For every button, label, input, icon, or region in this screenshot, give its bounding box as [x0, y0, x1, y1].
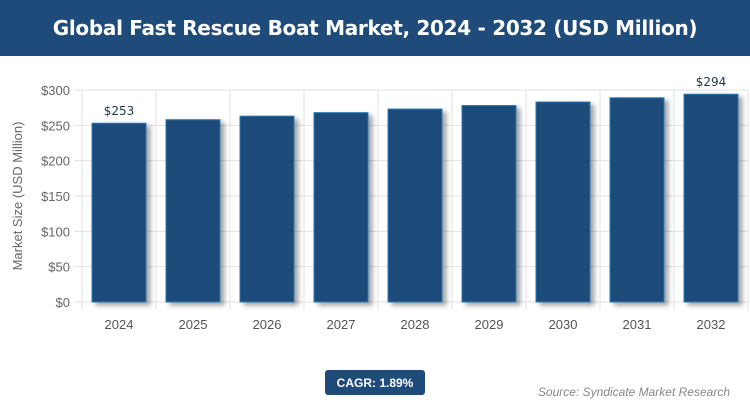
- y-tick-label: $100: [41, 224, 70, 239]
- x-tick-label: 2028: [401, 317, 430, 332]
- bar-2026: [239, 115, 295, 303]
- bar-2030: [535, 101, 591, 303]
- bar-2032: [683, 93, 739, 303]
- data-label: $294: [696, 75, 727, 89]
- y-axis-label: Market Size (USD Million): [10, 122, 25, 271]
- y-tick-label: $200: [41, 154, 70, 169]
- x-tick-label: 2025: [179, 317, 208, 332]
- y-tick-label: $50: [48, 260, 70, 275]
- bar-2028: [387, 108, 443, 303]
- x-tick-label: 2026: [253, 317, 282, 332]
- bar-2029: [461, 105, 517, 303]
- x-tick-label: 2030: [549, 317, 578, 332]
- x-tick-label: 2024: [105, 317, 134, 332]
- y-tick-label: $0: [56, 295, 70, 310]
- bar-2027: [313, 112, 369, 303]
- bar-2031: [609, 97, 665, 303]
- x-tick-label: 2029: [475, 317, 504, 332]
- y-tick-label: $300: [41, 83, 70, 98]
- y-tick-label: $150: [41, 189, 70, 204]
- y-tick-label: $250: [41, 118, 70, 133]
- data-label: $253: [104, 104, 135, 118]
- bar-2025: [165, 119, 221, 303]
- chart-title: Global Fast Rescue Boat Market, 2024 - 2…: [52, 16, 698, 40]
- x-tick-label: 2031: [623, 317, 652, 332]
- cagr-badge: CAGR: 1.89%: [325, 370, 425, 395]
- x-tick-label: 2032: [697, 317, 726, 332]
- x-tick-label: 2027: [327, 317, 356, 332]
- bar-2024: [91, 122, 147, 303]
- source-note: Source: Syndicate Market Research: [537, 385, 730, 399]
- title-banner: Global Fast Rescue Boat Market, 2024 - 2…: [0, 0, 750, 56]
